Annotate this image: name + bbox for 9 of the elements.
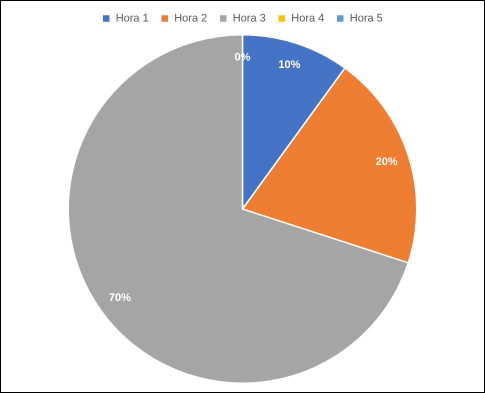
data-label: 70% [108, 292, 132, 304]
legend-label: Hora 4 [291, 12, 324, 25]
data-label: 10% [278, 58, 301, 71]
legend-label: Hora 3 [232, 12, 266, 25]
legend-label: Hora 2 [174, 12, 208, 25]
data-label: 20% [376, 156, 398, 168]
text: 0% [234, 51, 250, 64]
legend-label: Hora 1 [116, 12, 149, 25]
legend-label: Hora 5 [350, 12, 383, 25]
